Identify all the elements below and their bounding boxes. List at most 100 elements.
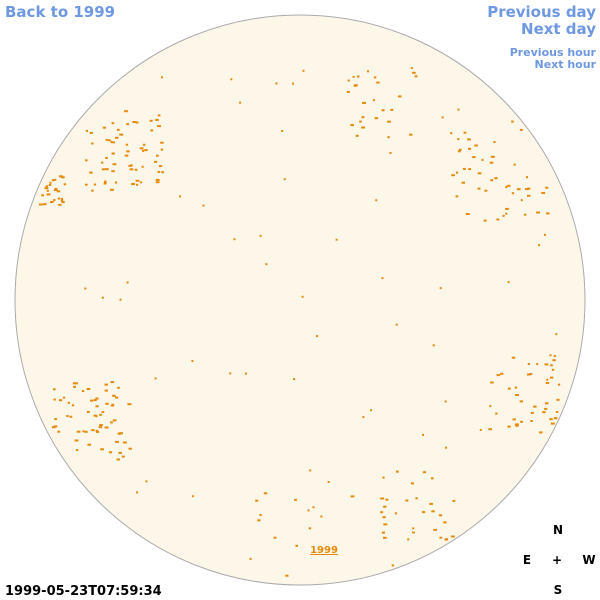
speck (445, 446, 447, 449)
speck (495, 412, 498, 415)
speck (116, 128, 120, 131)
compass-east: E (523, 553, 531, 567)
speck (42, 203, 47, 206)
speck (355, 134, 359, 137)
speck (422, 511, 426, 514)
speck (285, 574, 289, 577)
compass-center: + (552, 553, 562, 567)
speck (468, 147, 472, 150)
speck (526, 176, 529, 179)
speck (74, 439, 79, 442)
speck (102, 126, 106, 129)
speck (85, 159, 88, 162)
speck (140, 181, 143, 184)
speck (383, 523, 388, 526)
compass-north: N (553, 523, 563, 537)
speck (477, 187, 481, 190)
speck (119, 133, 124, 136)
speck (126, 281, 129, 284)
speck (154, 377, 157, 380)
speck (529, 373, 533, 375)
speck (112, 419, 117, 422)
speck (494, 177, 498, 180)
speck (53, 189, 58, 191)
speck (552, 359, 556, 362)
speck (292, 82, 294, 85)
speck (390, 108, 394, 111)
back-link[interactable]: Back to 1999 (5, 3, 115, 21)
speck (483, 219, 487, 222)
speck (383, 505, 387, 508)
speck (327, 481, 330, 483)
speck (134, 168, 138, 171)
speck (99, 424, 103, 427)
speck (457, 138, 460, 141)
speck (450, 132, 453, 135)
next-day-link[interactable]: Next day (521, 20, 596, 38)
speck (263, 492, 268, 495)
speck (155, 181, 160, 184)
speck (507, 425, 511, 428)
speck (515, 394, 519, 396)
speck (490, 155, 495, 158)
speck (111, 141, 115, 144)
speck (556, 398, 560, 401)
previous-hour-link[interactable]: Previous hour (510, 46, 597, 59)
speck (451, 174, 455, 177)
next-hour-link[interactable]: Next hour (535, 58, 597, 71)
speck (443, 521, 447, 524)
speck (57, 197, 61, 200)
speck (472, 156, 476, 159)
speck (104, 389, 108, 392)
speck (105, 402, 109, 405)
speck (533, 405, 537, 408)
speck (100, 448, 104, 451)
speck (51, 179, 55, 182)
speck (387, 136, 390, 139)
speck (131, 183, 136, 185)
speck (312, 506, 315, 509)
speck (538, 244, 541, 247)
speck (467, 138, 471, 141)
speck (119, 432, 123, 435)
speck (101, 296, 104, 299)
speck (520, 420, 523, 423)
speck (395, 323, 398, 326)
speck (370, 409, 373, 412)
speck (139, 147, 144, 150)
speck (356, 75, 360, 78)
speck (373, 76, 377, 79)
speck (126, 123, 130, 126)
speck (515, 424, 519, 427)
speck (553, 355, 556, 358)
speck (61, 198, 63, 200)
speck (468, 168, 472, 171)
speck (61, 201, 65, 204)
speck (85, 129, 88, 132)
speck (126, 150, 130, 153)
previous-day-link[interactable]: Previous day (487, 3, 596, 21)
speck (505, 207, 509, 210)
speck (149, 119, 153, 122)
speck (60, 199, 64, 202)
speck (49, 181, 52, 184)
speck (519, 128, 523, 131)
speck (87, 443, 92, 446)
speck (361, 126, 366, 129)
speck (142, 149, 145, 152)
speck (86, 410, 90, 413)
speck (124, 154, 129, 157)
year-link[interactable]: 1999 (310, 545, 338, 556)
speck (38, 203, 43, 206)
speck (48, 184, 52, 186)
speck (244, 372, 247, 375)
speck (380, 497, 385, 500)
speck (335, 238, 338, 241)
speck (544, 233, 546, 236)
speck (513, 163, 516, 166)
speck (545, 382, 550, 384)
speck (259, 234, 262, 237)
speck (161, 76, 163, 79)
speck (45, 185, 49, 188)
speck (54, 187, 58, 190)
